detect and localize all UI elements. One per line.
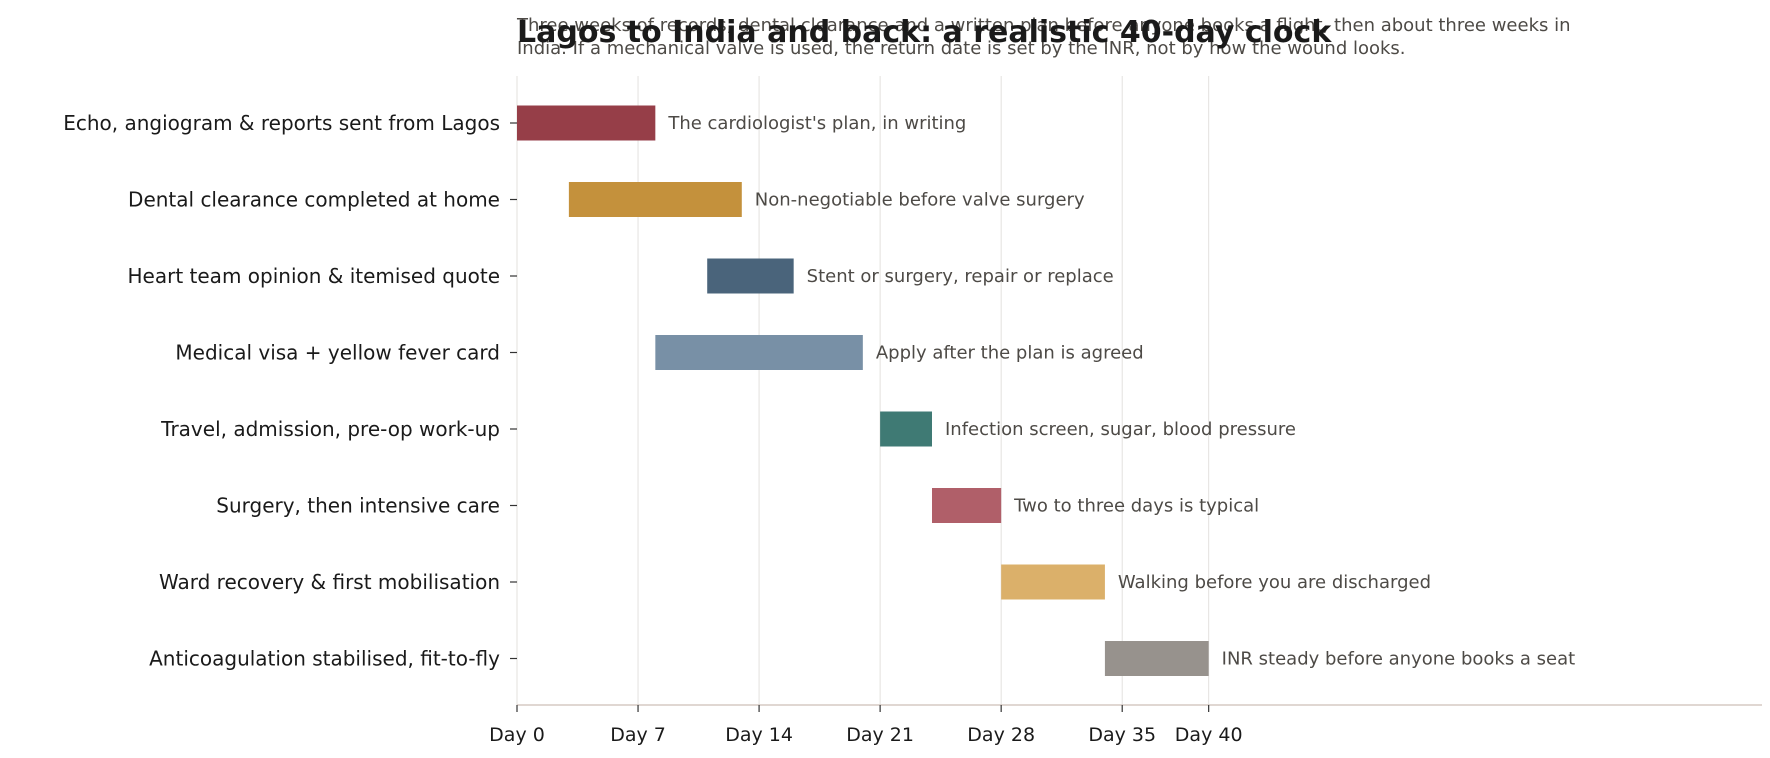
chart-subtitle-line-1: Three weeks of records, dental clearance… — [516, 15, 1571, 36]
task-note: Two to three days is typical — [1013, 496, 1259, 517]
task-note: Non-negotiable before valve surgery — [755, 190, 1085, 211]
chart-title: Lagos to India and back: a realistic 40-… — [517, 15, 1332, 50]
task-note: INR steady before anyone books a seat — [1222, 649, 1576, 670]
x-tick-label: Day 40 — [1175, 724, 1243, 746]
grid-lines — [516, 76, 1210, 705]
x-tick-label: Day 28 — [967, 724, 1035, 746]
task-label: Heart team opinion & itemised quote — [128, 264, 500, 288]
task-note: Stent or surgery, repair or replace — [807, 266, 1114, 287]
task-label: Echo, angiogram & reports sent from Lago… — [63, 111, 500, 135]
task-bar — [517, 105, 656, 141]
x-tick-label: Day 7 — [610, 724, 666, 746]
task-label: Ward recovery & first mobilisation — [159, 570, 500, 594]
task-label: Dental clearance completed at home — [128, 188, 500, 212]
task-note: Apply after the plan is agreed — [876, 343, 1144, 364]
x-tick-label: Day 14 — [725, 724, 793, 746]
x-tick-label: Day 21 — [846, 724, 914, 746]
task-bar — [655, 335, 863, 370]
chart-subtitle-line-2: India. If a mechanical valve is used, th… — [517, 38, 1406, 59]
task-label: Anticoagulation stabilised, fit-to-fly — [149, 647, 500, 671]
x-tick-label: Day 0 — [489, 724, 545, 746]
task-note: The cardiologist's plan, in writing — [667, 113, 966, 134]
task-label: Surgery, then intensive care — [216, 494, 500, 518]
task-bar — [707, 258, 794, 294]
task-note: Infection screen, sugar, blood pressure — [945, 419, 1296, 440]
task-bar — [1104, 641, 1209, 676]
x-axis: Day 0 Day 7 Day 14 Day 21 Day 28 Day 35 Day 40 — [489, 704, 1762, 746]
task-label: Travel, admission, pre-op work-up — [160, 417, 500, 441]
task-note: Walking before you are discharged — [1118, 572, 1431, 593]
task-bar — [568, 182, 742, 217]
category-axis: Echo, angiogram & reports sent from Lago… — [63, 111, 517, 671]
task-label: Medical visa + yellow fever card — [175, 341, 500, 365]
task-bar — [932, 488, 1002, 523]
task-bar — [880, 411, 932, 447]
task-bars — [517, 105, 1209, 676]
x-tick-label: Day 35 — [1088, 724, 1156, 746]
task-annotations: The cardiologist's plan, in writing Non-n… — [667, 113, 1575, 670]
task-bar — [1001, 564, 1105, 600]
